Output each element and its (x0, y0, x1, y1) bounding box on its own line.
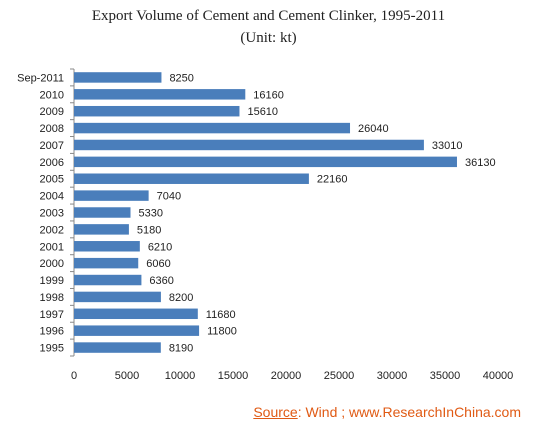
bar (74, 207, 131, 218)
category-label: 2002 (40, 224, 64, 236)
category-label: 2009 (40, 106, 64, 118)
data-label: 5330 (138, 208, 162, 220)
category-label: 2003 (40, 208, 64, 220)
data-label: 36130 (465, 157, 496, 169)
category-label: Sep-2011 (17, 72, 64, 84)
category-label: 2008 (40, 123, 64, 135)
source-text: : Wind ; www.ResearchInChina.com (297, 404, 521, 420)
data-label: 26040 (358, 123, 389, 135)
data-label: 15610 (247, 106, 278, 118)
x-tick-label: 35000 (430, 370, 461, 382)
data-label: 6360 (149, 275, 173, 287)
source-label: Source (253, 404, 298, 420)
data-label: 11680 (206, 309, 236, 321)
category-label: 2001 (40, 241, 64, 253)
category-label: 1998 (40, 292, 64, 304)
bar (74, 105, 240, 117)
bar (74, 342, 161, 353)
data-label: 22160 (317, 174, 348, 186)
category-label: 1997 (40, 309, 64, 321)
chart-title: Export Volume of Cement and Cement Clink… (91, 8, 446, 24)
category-label: 1996 (40, 326, 64, 338)
bar-chart: 0 5000 10000 15000 20000 25000 30000 35000 40000… (17, 68, 514, 382)
bar (74, 308, 198, 320)
data-label: 8200 (169, 292, 193, 304)
source-note: Source: Wind ; www.ResearchInChina.com (253, 404, 521, 420)
bar (74, 89, 246, 100)
chart-subtitle: (Unit: kt) (240, 30, 297, 46)
bar (74, 156, 457, 168)
bar (74, 139, 424, 151)
data-label: 8250 (169, 72, 193, 84)
bar (74, 257, 139, 269)
data-label: 11800 (207, 326, 237, 338)
data-label: 7040 (157, 191, 181, 203)
x-tick-label: 10000 (165, 370, 196, 382)
category-label: 2006 (40, 157, 64, 169)
bar (74, 274, 142, 286)
data-label: 8190 (169, 343, 193, 355)
category-label: 1995 (40, 343, 64, 355)
category-label: 2010 (40, 89, 64, 101)
x-tick-label: 0 (71, 370, 77, 382)
x-tick-label: 40000 (483, 370, 514, 382)
bar (74, 72, 162, 83)
bar (74, 325, 200, 336)
data-label: 16160 (253, 89, 284, 101)
x-tick-label: 30000 (377, 370, 408, 382)
category-label: 2007 (40, 140, 64, 152)
bar (74, 190, 149, 201)
x-tick-label: 25000 (324, 370, 355, 382)
bar (74, 241, 140, 252)
bar (74, 291, 161, 303)
bar (74, 122, 351, 134)
category-label: 2000 (40, 258, 64, 270)
x-tick-label: 5000 (115, 370, 139, 382)
x-tick-label: 20000 (271, 370, 302, 382)
bar (74, 224, 129, 235)
category-label: 2005 (40, 174, 64, 186)
data-label: 5180 (137, 224, 161, 236)
category-label: 1999 (40, 275, 64, 287)
bar (74, 173, 309, 184)
data-label: 33010 (432, 140, 463, 152)
x-tick-label: 15000 (218, 370, 249, 382)
data-label: 6060 (146, 258, 170, 270)
category-label: 2004 (40, 191, 64, 203)
data-label: 6210 (148, 241, 172, 253)
